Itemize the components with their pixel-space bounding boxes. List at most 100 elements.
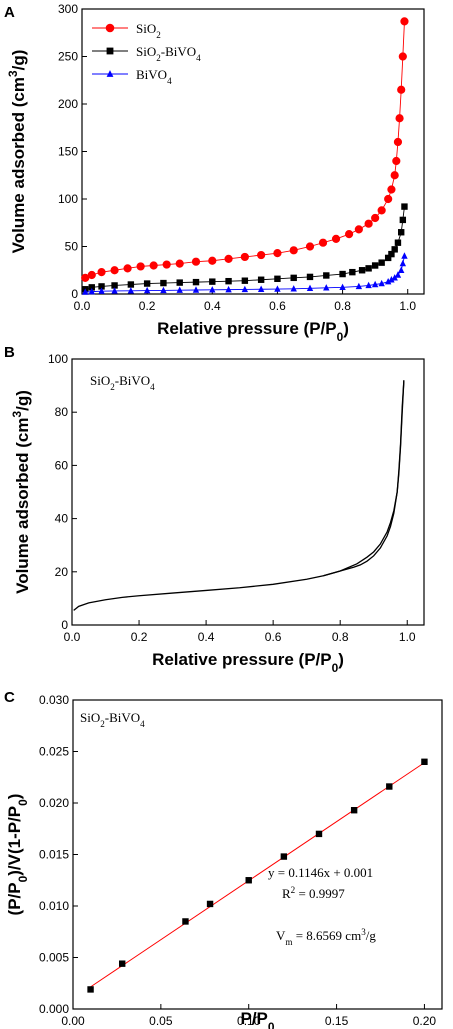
y-tick-label: 50 [65,240,79,254]
x-tick-label: 0.2 [131,630,148,644]
data-point [365,281,372,289]
data-point [397,85,406,94]
data-point [394,271,402,278]
y-tick-label: 150 [58,145,78,159]
data-point [209,278,216,285]
data-point [257,276,265,283]
data-point [378,259,385,266]
data-point [399,216,407,224]
data-point [191,257,201,266]
data-point [88,284,95,291]
data-point [387,185,396,194]
data-point [386,783,393,790]
y-tick-label: 100 [48,352,68,366]
x-tick-label: 0.6 [265,630,282,644]
data-point [395,114,404,123]
data-point [390,171,399,180]
data-point [127,287,135,294]
panel-b-plot-area: 0.0 0.2 0.4 0.6 0.8 1.0 0 20 40 60 80 100 SiO2-BiVO4… [10,352,425,675]
data-point [176,286,183,293]
x-tick-label: 0.0 [64,630,81,644]
legend-label: SiO2 [136,21,161,40]
legend-label: SiO2-BiVO4 [136,44,201,63]
data-point [305,242,315,251]
data-point [318,238,328,247]
data-point [384,194,393,204]
data-point [88,287,95,295]
data-point [110,266,119,275]
x-tick-label: 0.15 [325,1014,349,1028]
x-tick-label: 0.0 [74,299,91,313]
data-point [377,206,386,215]
data-point [106,47,114,55]
monolayer-volume: Vm = 8.6569 cm3/g [276,927,376,947]
x-tick-label: 0.20 [413,1014,437,1028]
data-point [160,279,167,287]
x-tick-label: 1.0 [399,299,416,313]
r-squared: R2 = 0.9997 [282,885,345,901]
data-point [106,70,114,77]
panel-letter-c: C [4,689,15,706]
data-point [127,281,135,288]
x-axis-title: P/P0 [240,1009,274,1029]
data-point [224,254,233,263]
panel-a: A 0.0 0.2 0.4 0.6 0.8 1.0 0 50 100 150 200 250 300 Si… [4,2,425,344]
series-bivo4 [82,252,408,295]
data-point [339,270,346,278]
y-tick-label: 0 [61,618,68,632]
data-point [87,270,96,280]
panel-c: C 0.00 0.05 0.10 0.15 0.200.0000.0050.0100.0… [4,689,443,1029]
data-point [149,261,158,270]
adsorption-branch [73,380,405,611]
y-tick-label: 0.030 [39,693,69,707]
data-point [358,267,366,274]
data-point [175,259,184,268]
y-axis-title: Volume adsorbed (cm3/g) [6,50,28,254]
series-line [85,206,405,290]
data-point [192,278,200,286]
data-point [394,239,402,246]
data-point [371,262,379,269]
data-point [274,275,281,282]
panel-letter-b: B [4,344,15,361]
data-point [392,156,401,166]
legend: SiO2 SiO2-BiVO4 BiVO4 [92,21,201,86]
data-point [225,285,232,293]
sample-label: SiO2-BiVO4 [90,373,155,392]
data-point [384,277,392,285]
data-point [398,266,405,273]
data-point [97,268,106,277]
panel-c-plot-area: 0.00 0.05 0.10 0.15 0.20 0.000 0.005 0.010 0.015… [5,693,443,1029]
data-point [393,137,403,147]
y-tick-label: 20 [55,565,69,579]
data-point [241,285,249,293]
data-point [241,277,249,284]
y-tick-label: 0.010 [39,899,69,913]
y-tick-label: 100 [58,192,78,206]
y-axis-title: (P/P0)/V(1-P/P0) [5,794,30,916]
data-point [388,276,395,283]
data-point [176,279,183,286]
data-point [371,280,379,288]
data-point [401,203,408,210]
data-point [365,265,372,272]
x-tick-label: 0.8 [332,630,349,644]
y-tick-label: 200 [58,97,78,111]
data-point [306,284,314,291]
data-point [421,758,428,765]
data-point [323,284,330,291]
sample-label: SiO2-BiVO4 [80,710,145,729]
data-point [136,262,145,271]
fit-equation: y = 0.1146x + 0.001 [268,865,373,880]
series-sio2 [81,17,409,282]
data-point [192,286,200,293]
x-tick-label: 0.10 [237,1014,261,1028]
data-point [82,288,89,295]
data-point [290,285,297,292]
plot-frame [72,699,443,1010]
x-tick-label: 0.05 [149,1014,173,1028]
data-point [206,900,214,908]
desorption-branch [323,380,405,577]
data-point [339,283,346,291]
